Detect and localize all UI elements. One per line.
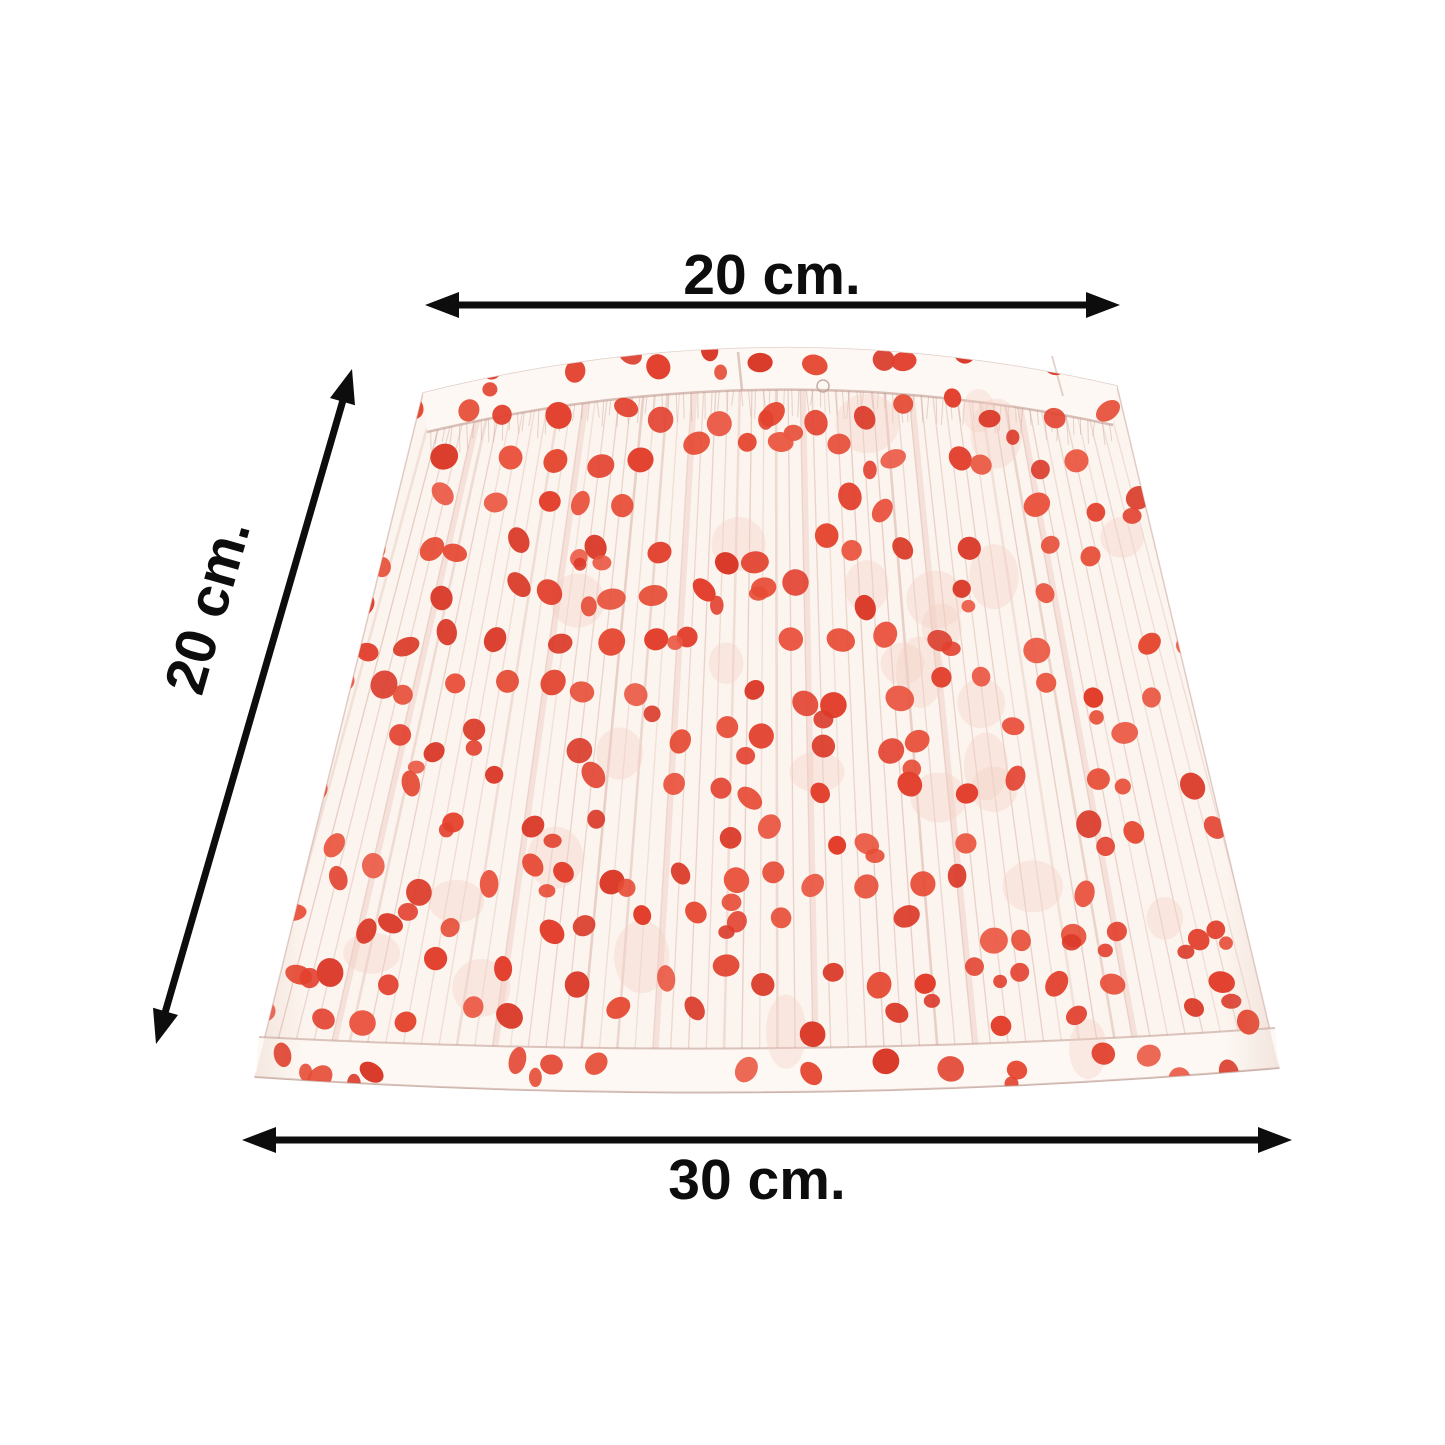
edge-shading <box>255 347 1279 1093</box>
dot <box>265 859 286 884</box>
bottom-width-label: 30 cm. <box>668 1148 845 1212</box>
arrowhead-up-icon <box>330 369 355 406</box>
dot <box>499 347 520 364</box>
arrowhead-right-icon <box>1086 292 1120 318</box>
dot <box>1259 950 1279 976</box>
slant-height-arrow-line <box>159 393 349 1020</box>
dot <box>1000 347 1026 362</box>
arrowhead-left-icon <box>425 292 459 318</box>
dot <box>281 798 301 816</box>
dot <box>429 357 454 377</box>
arrowhead-right-icon <box>1258 1127 1292 1153</box>
bottom-width-dimension: 30 cm. <box>242 1127 1292 1212</box>
top-width-dimension: 20 cm. <box>425 243 1120 318</box>
slant-height-label: 20 cm. <box>153 513 263 701</box>
lampshade <box>254 346 1318 1096</box>
dot <box>1294 1067 1318 1096</box>
arrowhead-left-icon <box>242 1127 276 1153</box>
dot <box>270 831 296 858</box>
top-width-label: 20 cm. <box>683 243 860 307</box>
dot <box>363 485 391 510</box>
dot <box>1098 347 1120 362</box>
arrowhead-down-icon <box>153 1007 178 1044</box>
